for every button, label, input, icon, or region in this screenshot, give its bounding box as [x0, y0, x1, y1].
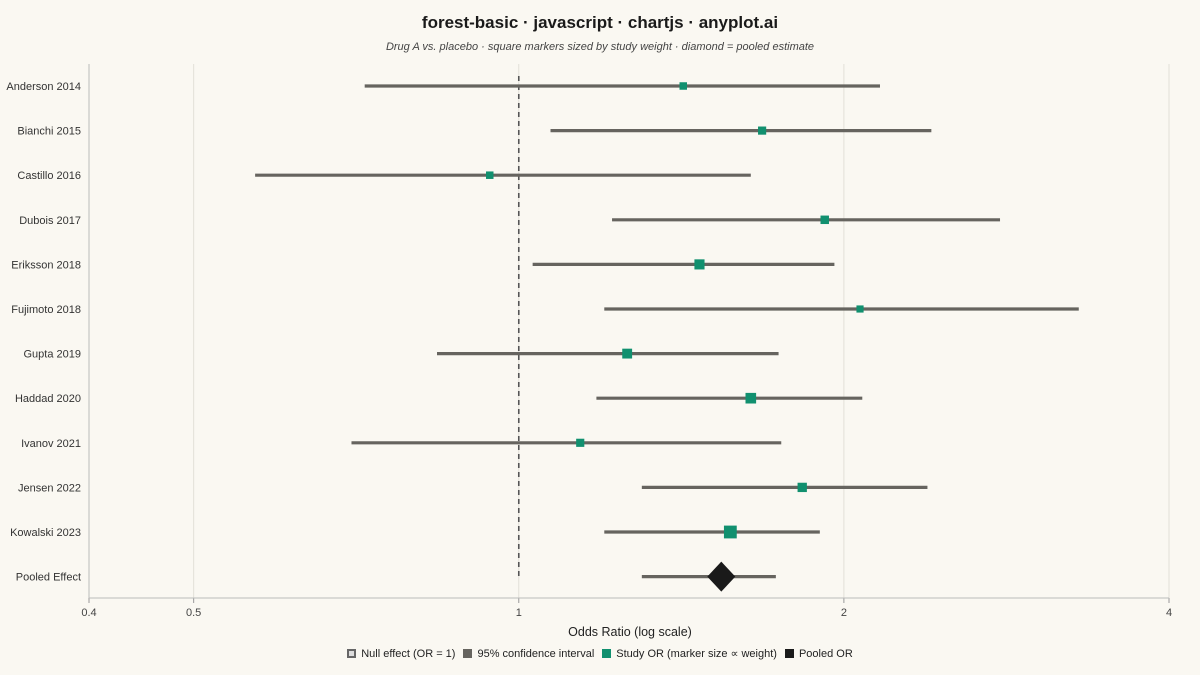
grid-lines — [88, 64, 1170, 598]
study-row: Ivanov 2021 — [21, 438, 782, 450]
study-row: Gupta 2019 — [24, 349, 779, 361]
legend: Null effect (OR = 1) 95% confidence inte… — [0, 647, 1200, 660]
study-row: Dubois 2017 — [19, 215, 1001, 227]
study-marker[interactable] — [723, 525, 737, 539]
study-marker[interactable] — [679, 82, 687, 90]
study-row: Haddad 2020 — [15, 392, 863, 405]
y-tick-label: Fujimoto 2018 — [11, 304, 81, 316]
study-row: Anderson 2014 — [6, 81, 880, 93]
x-axis-label: Odds Ratio (log scale) — [568, 625, 692, 639]
study-marker[interactable] — [694, 259, 705, 270]
study-marker[interactable] — [622, 348, 633, 359]
study-marker[interactable] — [820, 215, 829, 225]
legend-item-pooled[interactable]: Pooled OR — [784, 647, 853, 660]
legend-item-ci[interactable]: 95% confidence interval — [463, 648, 594, 660]
y-tick-label: Dubois 2017 — [19, 215, 81, 227]
y-tick-label: Haddad 2020 — [15, 393, 81, 405]
legend-study-swatch — [602, 649, 612, 658]
legend-item-null[interactable]: Null effect (OR = 1) — [347, 648, 455, 660]
study-marker[interactable] — [758, 126, 767, 135]
y-tick-label: Eriksson 2018 — [11, 259, 81, 271]
legend-null-swatch — [347, 649, 357, 658]
legend-pooled-swatch — [784, 649, 794, 658]
x-tick-label-2: 1 — [516, 607, 522, 619]
y-tick-label: Bianchi 2015 — [17, 126, 81, 138]
study-row: Eriksson 2018 — [11, 259, 835, 271]
study-marker[interactable] — [745, 392, 757, 404]
y-tick-label: Gupta 2019 — [24, 349, 82, 361]
pooled-diamond[interactable] — [707, 561, 736, 592]
study-row: Jensen 2022 — [18, 482, 928, 494]
study-rows: Anderson 2014 Bianchi 2015 Castillo 2016 Du… — [6, 81, 1079, 592]
legend-item-study[interactable]: Study OR (marker size ∝ weight) — [602, 647, 777, 660]
legend-ci-swatch — [463, 649, 473, 658]
y-tick-label-pooled: Pooled Effect — [16, 572, 81, 584]
y-tick-label: Castillo 2016 — [17, 170, 81, 182]
legend-ci-label: 95% confidence interval — [477, 647, 595, 660]
study-marker[interactable] — [797, 482, 807, 493]
legend-study-label: Study OR (marker size ∝ weight) — [616, 648, 777, 660]
y-tick-label: Jensen 2022 — [18, 482, 81, 494]
x-tick-label-1: 0.5 — [186, 607, 201, 619]
chart-title: forest-basic · javascript · chartjs · an… — [421, 13, 779, 32]
pooled-row: Pooled Effect — [16, 561, 776, 592]
y-tick-label: Kowalski 2023 — [10, 527, 81, 539]
study-marker[interactable] — [576, 438, 585, 447]
y-tick-label: Anderson 2014 — [6, 81, 81, 93]
study-marker[interactable] — [856, 305, 864, 313]
study-row: Bianchi 2015 — [17, 126, 932, 138]
legend-pooled-label: Pooled OR — [798, 647, 853, 660]
legend-null-label: Null effect (OR = 1) — [361, 647, 456, 660]
study-row: Castillo 2016 — [17, 170, 751, 182]
study-row: Kowalski 2023 — [10, 525, 820, 539]
study-row: Fujimoto 2018 — [11, 304, 1079, 316]
chart-subtitle: Drug A vs. placebo · square markers size… — [385, 41, 815, 53]
axes: 0.4 0.5 1 2 4 — [81, 64, 1172, 619]
x-tick-label-4: 4 — [1166, 607, 1172, 619]
x-tick-label-0: 0.4 — [81, 607, 96, 619]
y-tick-label: Ivanov 2021 — [21, 438, 81, 450]
x-tick-label-3: 2 — [841, 607, 847, 619]
study-marker[interactable] — [486, 171, 494, 179]
